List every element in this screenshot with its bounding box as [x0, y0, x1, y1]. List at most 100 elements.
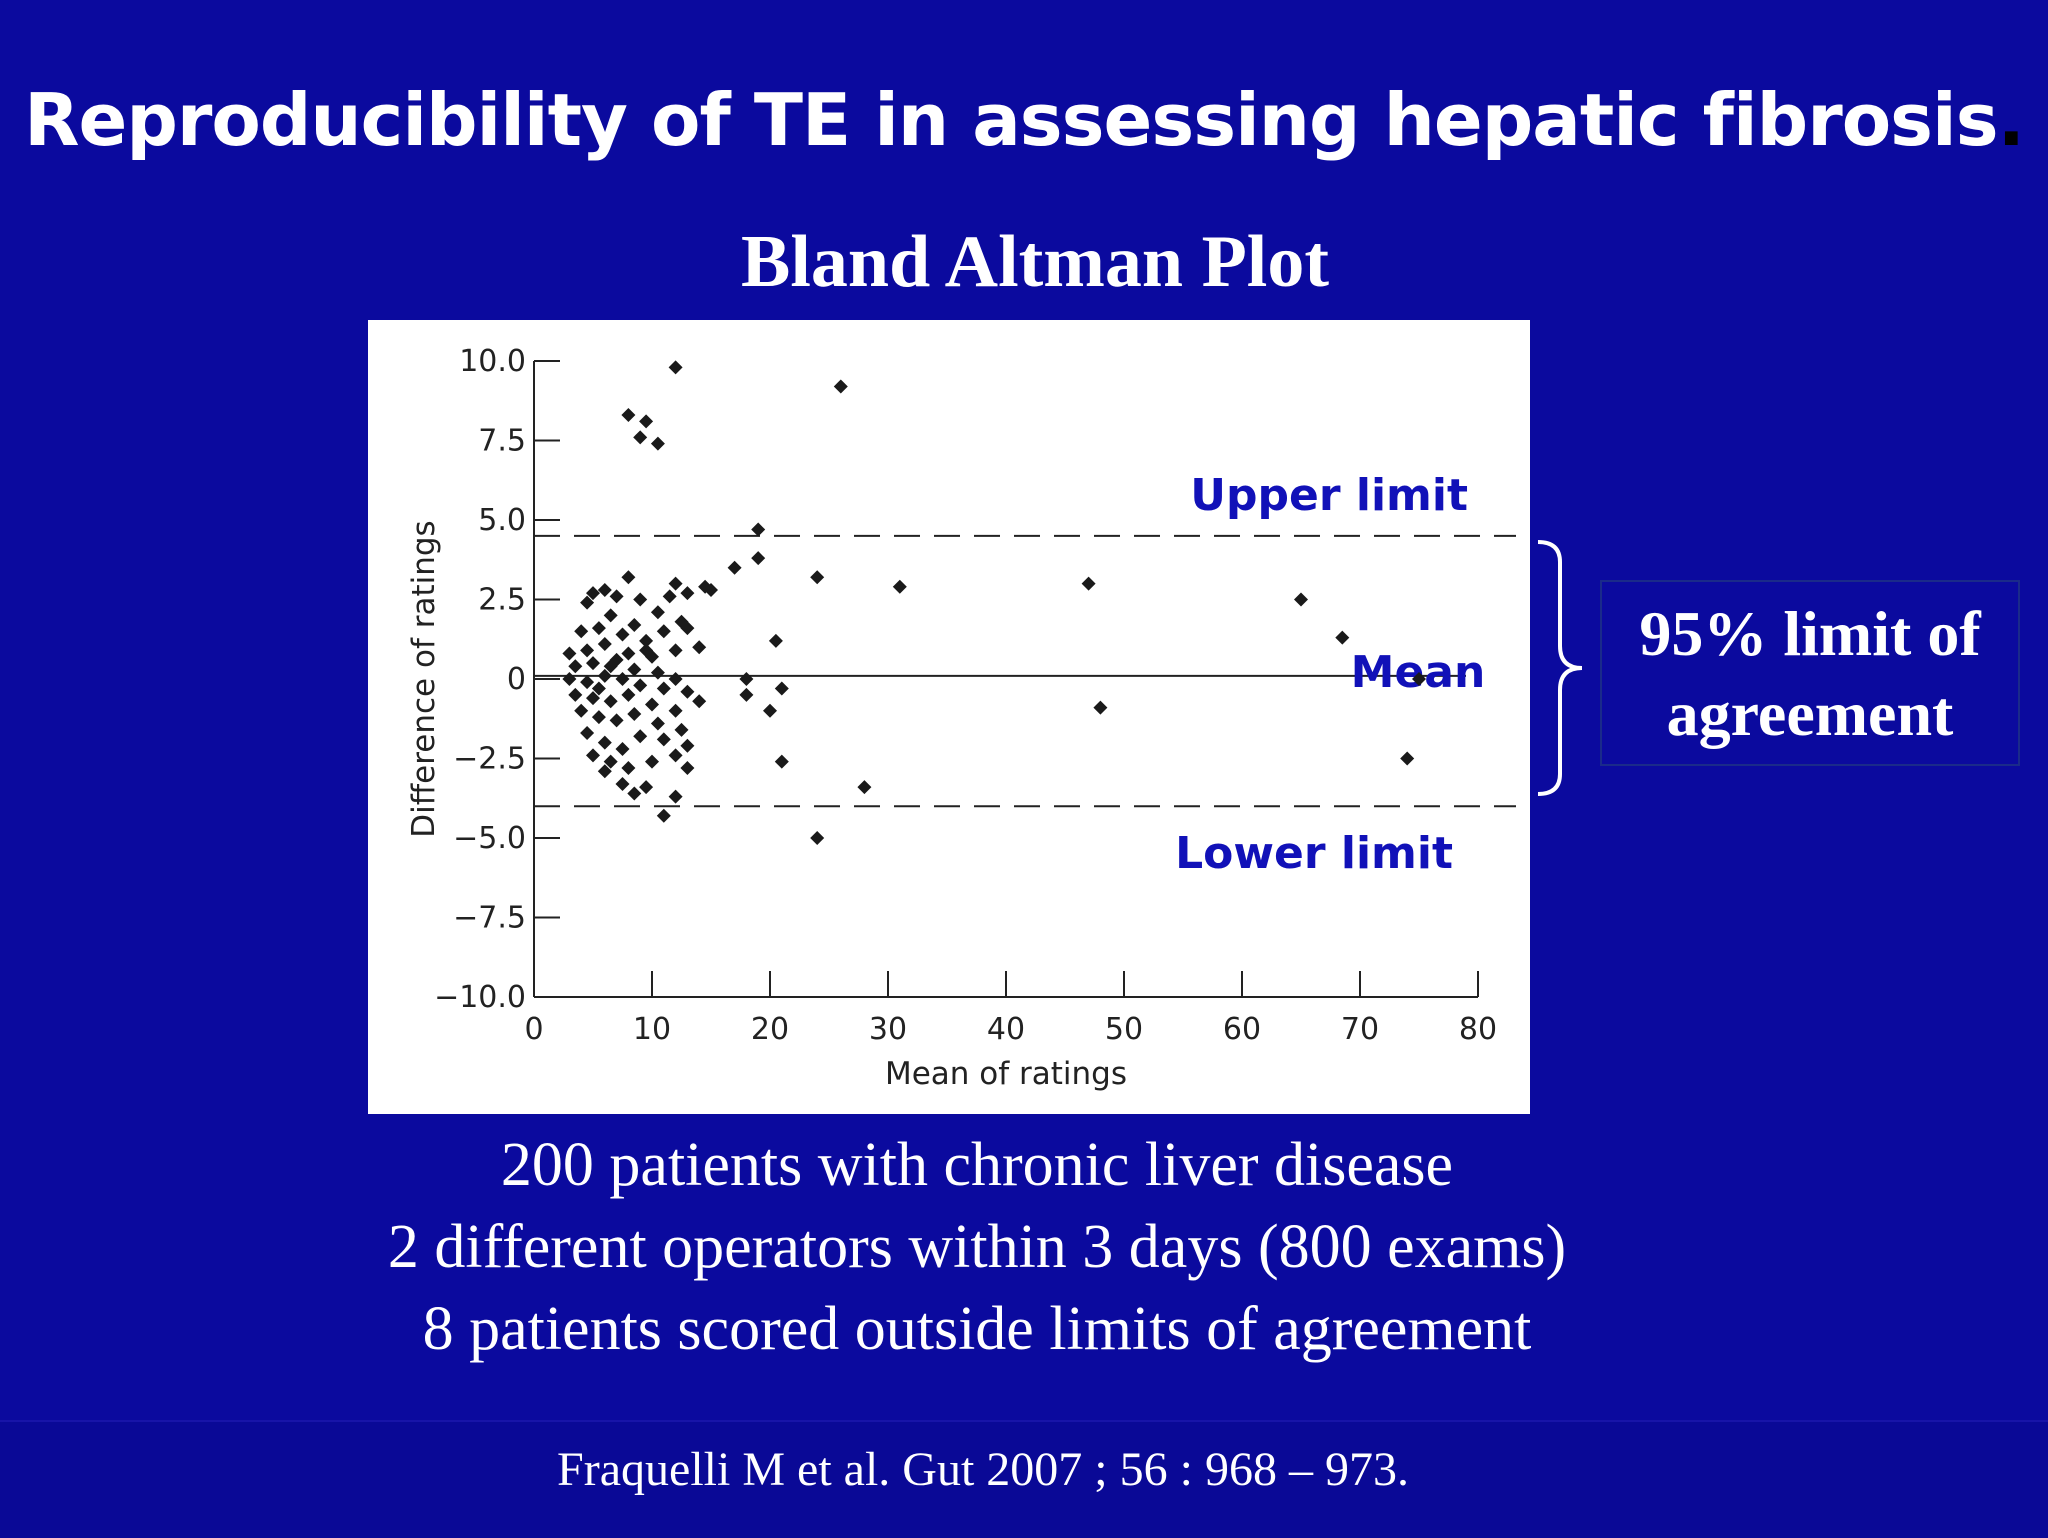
data-point [627, 617, 642, 632]
data-point [597, 582, 612, 597]
y-tick-label: 5.0 [478, 503, 526, 538]
data-point [751, 522, 766, 537]
y-tick-label: −2.5 [453, 742, 526, 777]
reference-line-label: Upper limit [1190, 470, 1468, 521]
citation: Fraquelli M et al. Gut 2007 ; 56 : 968 –… [557, 1443, 1409, 1496]
data-point [621, 646, 636, 661]
data-point [692, 694, 707, 709]
callout-line: agreement [1666, 678, 1954, 749]
reference-line-label: Lower limit [1175, 828, 1453, 879]
data-point [627, 662, 642, 677]
data-point [1335, 630, 1350, 645]
callout-line: 95% limit of [1639, 598, 1981, 669]
data-point [586, 586, 600, 601]
data-point [639, 633, 654, 648]
data-point [639, 780, 654, 795]
data-point [810, 831, 825, 845]
data-point [656, 624, 671, 639]
data-point [857, 780, 872, 795]
data-point [739, 687, 754, 702]
x-tick-label: 30 [869, 1012, 907, 1047]
data-point [645, 754, 659, 769]
y-axis-label: Difference of ratings [406, 520, 442, 837]
x-tick-label: 40 [987, 1012, 1025, 1047]
data-point [591, 621, 606, 636]
data-point [639, 643, 654, 658]
x-tick-label: 70 [1341, 1012, 1379, 1047]
data-point [633, 729, 648, 744]
data-point [597, 668, 612, 683]
data-point [680, 738, 695, 753]
data-point [597, 764, 612, 779]
data-point [562, 646, 577, 661]
data-point [574, 703, 589, 718]
data-point [662, 589, 677, 604]
data-point [621, 761, 636, 776]
data-point [615, 776, 630, 791]
data-point [650, 716, 665, 731]
data-point [609, 652, 624, 667]
chart-panel: 10.0 7.5 5.0 2.5 0 −2.5 −5.0 −7.5 −10.0 0 10 20 30 40… [368, 320, 1530, 1114]
reference-line-label: Mean [1351, 647, 1486, 698]
data-point [568, 687, 583, 702]
x-tick-label: 50 [1105, 1012, 1143, 1047]
data-point [680, 586, 695, 601]
x-tick-label: 60 [1223, 1012, 1261, 1047]
y-tick-label: 10.0 [459, 344, 526, 379]
data-point [763, 703, 777, 718]
x-tick-label: 0 [524, 1012, 543, 1047]
data-point [774, 681, 789, 696]
data-point [597, 735, 612, 750]
agreement-callout: 95% limit of agreement [1600, 580, 2020, 766]
data-point [668, 360, 683, 375]
data-point [704, 582, 718, 597]
data-point [810, 570, 825, 585]
data-point [680, 684, 695, 699]
data-point [892, 579, 907, 594]
data-point [645, 697, 659, 712]
data-point [615, 627, 630, 642]
data-point [1294, 592, 1308, 607]
y-tick-label: 0 [507, 662, 526, 697]
data-point [580, 595, 595, 610]
data-point [609, 713, 624, 728]
data-point [609, 589, 624, 604]
data-point [621, 687, 636, 702]
data-point [580, 726, 595, 741]
data-point [627, 706, 642, 721]
data-point [591, 710, 606, 725]
data-point [727, 560, 742, 575]
data-point [668, 672, 683, 686]
data-point [656, 681, 671, 696]
data-point [621, 408, 636, 423]
data-point [668, 576, 683, 591]
data-point [656, 732, 671, 747]
data-point [633, 430, 648, 445]
data-point [580, 643, 595, 658]
data-point [615, 741, 630, 756]
data-point [833, 379, 848, 394]
data-point [615, 672, 630, 686]
data-point [768, 633, 783, 648]
bracket-icon [1537, 540, 1583, 796]
slide-title-text: Reproducibility of TE in assessing hepat… [24, 78, 1999, 162]
data-point [633, 592, 648, 607]
data-point [692, 640, 707, 655]
y-tick-label: 2.5 [478, 583, 526, 618]
data-point [656, 808, 671, 823]
x-axis-label: Mean of ratings [885, 1056, 1127, 1092]
footer-band [0, 1420, 2048, 1538]
data-point [586, 691, 600, 706]
data-point [586, 748, 600, 763]
data-point [574, 624, 589, 639]
data-point [668, 643, 683, 658]
x-tick-label: 10 [633, 1012, 671, 1047]
data-point [562, 672, 577, 686]
data-point [603, 608, 618, 623]
data-point [1412, 672, 1426, 686]
data-point [639, 414, 654, 429]
data-point [1081, 576, 1096, 591]
data-point [751, 551, 766, 566]
y-tick-label: −10.0 [434, 980, 526, 1015]
data-point [627, 786, 642, 801]
